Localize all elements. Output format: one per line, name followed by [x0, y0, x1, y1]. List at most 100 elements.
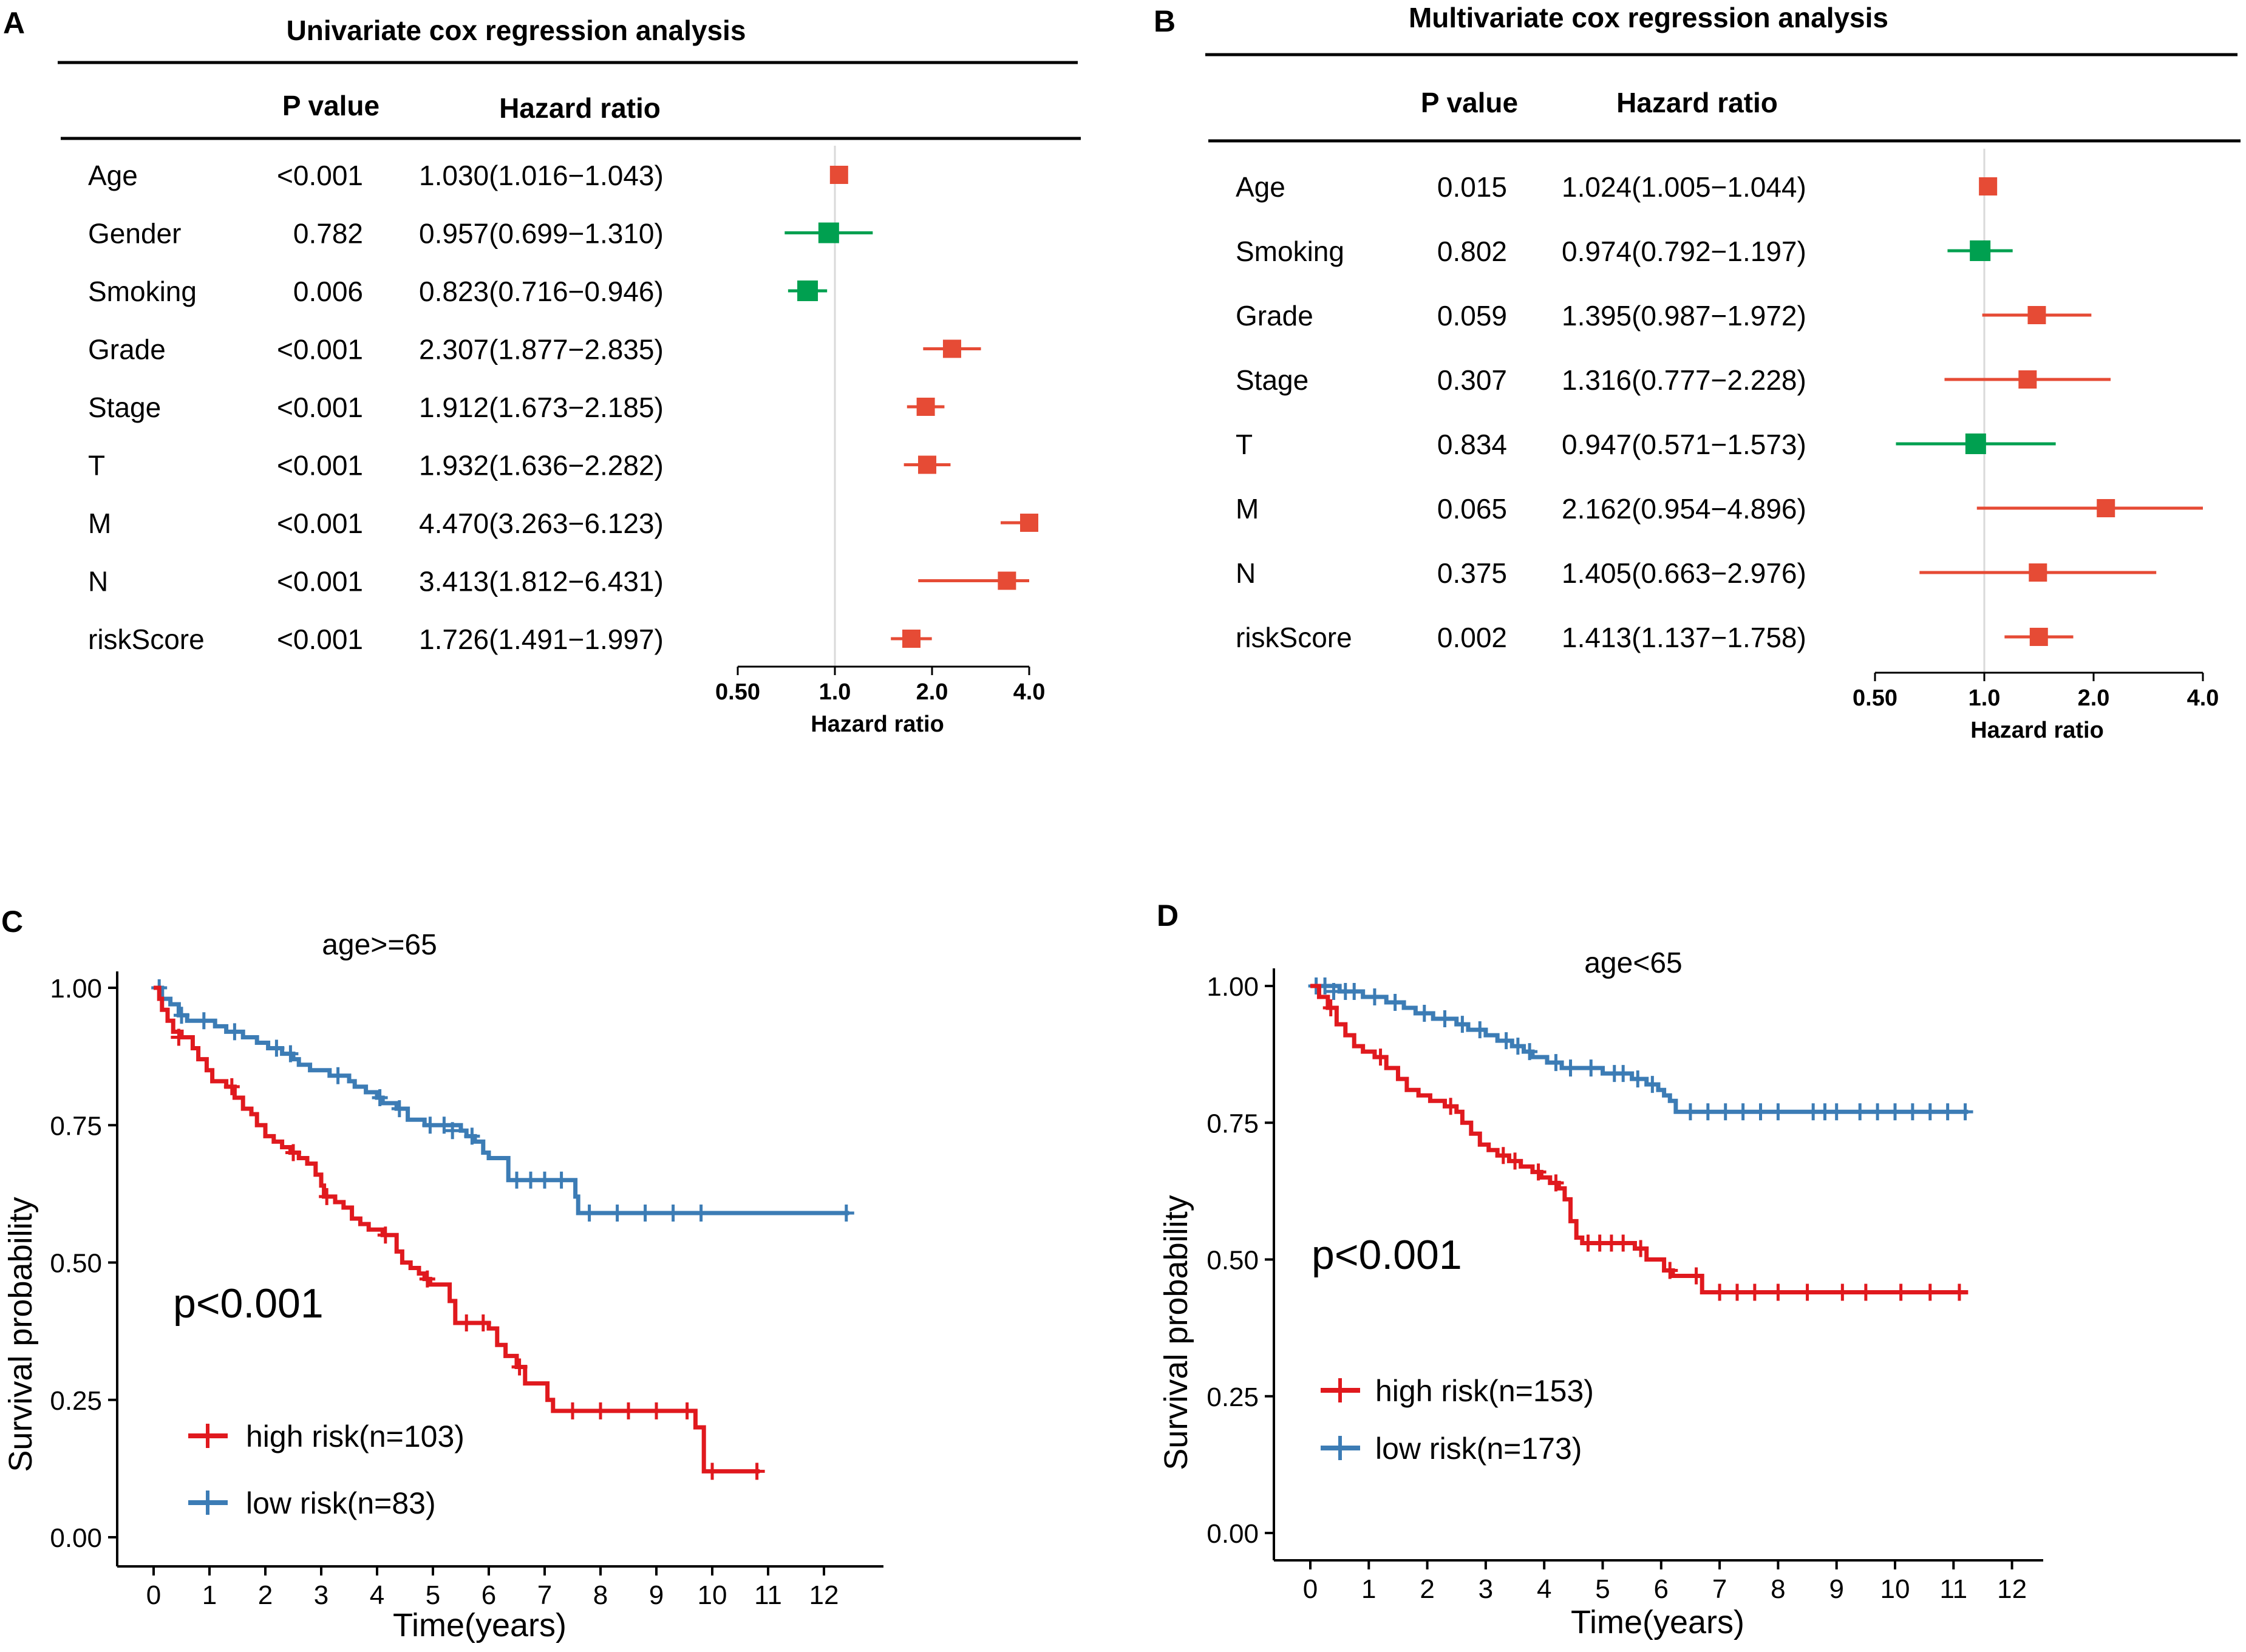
censor-mark-low-risk [1904, 1103, 1921, 1121]
x-axis-title-d: Time(years) [1571, 1604, 1744, 1640]
hr-marker-stage [916, 398, 935, 416]
row-hr-m: 2.162(0.954−4.896) [1562, 493, 1806, 525]
censor-mark-low-risk [1522, 1043, 1538, 1061]
censor-mark-low-risk [464, 1127, 480, 1145]
row-pvalue-age: <0.001 [277, 160, 363, 191]
x-tick-label: 8 [1771, 1574, 1785, 1604]
hr-marker-age [1979, 177, 1998, 195]
censor-mark-low-risk [1644, 1076, 1661, 1093]
censor-mark-low-risk [665, 1205, 681, 1222]
row-hr-grade: 2.307(1.877−2.835) [419, 334, 664, 365]
censor-mark-high-risk [1615, 1234, 1632, 1252]
panel-label-c: C [1, 905, 23, 939]
legend-label-high-d: high risk(n=153) [1375, 1374, 1594, 1408]
censor-mark-low-risk [637, 1205, 653, 1222]
censor-mark-low-risk [537, 1171, 553, 1189]
censor-mark-low-risk [1509, 1038, 1526, 1055]
row-label-gender: Gender [88, 218, 181, 250]
censor-mark-low-risk [609, 1205, 625, 1222]
row-hr-age: 1.030(1.016−1.043) [419, 160, 664, 191]
censor-mark-high-risk [1857, 1283, 1874, 1301]
censor-mark-high-risk [1548, 1174, 1564, 1192]
censor-mark-low-risk [1548, 1054, 1564, 1072]
censor-mark-high-risk [1633, 1240, 1649, 1257]
y-axis-title-d: Survival probability [1158, 1195, 1194, 1470]
censor-mark-low-risk [1437, 1010, 1453, 1028]
censor-mark-low-risk [282, 1045, 299, 1062]
x-tick-label: 2 [258, 1580, 273, 1610]
x-tick-label: 8 [593, 1580, 608, 1610]
censor-mark-low-risk [1752, 1103, 1769, 1121]
row-label-stage: Stage [88, 392, 161, 423]
legend-label-low-d: low risk(n=173) [1375, 1432, 1582, 1466]
row-pvalue-age: 0.015 [1437, 171, 1507, 203]
censor-mark-high-risk [1662, 1262, 1678, 1279]
forest-rows-b: Age 0.015 1.024(1.005−1.044) Smoking 0.802 0.… [1236, 171, 1806, 653]
row-label-n: N [1236, 557, 1256, 589]
censor-mark-low-risk [523, 1171, 539, 1189]
row-label-m: M [1236, 493, 1259, 525]
censor-mark-low-risk [1939, 1103, 1956, 1121]
censor-mark-high-risk [1729, 1283, 1745, 1301]
forest-title-b: Multivariate cox regression analysis [1409, 2, 1888, 33]
censor-mark-low-risk [268, 1039, 285, 1057]
row-hr-grade: 1.395(0.987−1.972) [1562, 300, 1806, 331]
y-tick-label: 0.25 [50, 1386, 102, 1416]
hr-marker-riskscore [2029, 628, 2048, 646]
censor-mark-high-risk [1893, 1283, 1909, 1301]
row-pvalue-n: <0.001 [277, 566, 363, 597]
x-tick-label: 0.50 [715, 679, 760, 705]
censor-mark-high-risk [1443, 1098, 1459, 1115]
row-pvalue-grade: <0.001 [277, 334, 363, 365]
x-tick-label: 2.0 [916, 679, 948, 705]
row-label-smoking: Smoking [1236, 236, 1344, 267]
row-hr-stage: 1.912(1.673−2.185) [419, 392, 664, 423]
hr-marker-t [918, 455, 937, 474]
x-tick-label: 11 [1939, 1574, 1967, 1604]
censor-mark-high-risk [1746, 1283, 1763, 1301]
y-tick-label: 0.00 [50, 1523, 102, 1553]
censor-mark-high-risk [1322, 999, 1339, 1017]
row-label-smoking: Smoking [88, 276, 197, 307]
row-label-n: N [88, 566, 108, 597]
censor-mark-high-risk [1799, 1283, 1816, 1301]
x-tick-label: 6 [1654, 1574, 1669, 1604]
censor-mark-high-risk [1507, 1152, 1523, 1170]
forest-plot-b: 0.50 1.0 2.0 4.0 Hazard ratio [1853, 149, 2219, 743]
y-tick-label: 0.25 [1206, 1382, 1259, 1412]
y-tick-label: 0.75 [50, 1111, 102, 1141]
censor-mark-low-risk [1870, 1103, 1886, 1121]
x-tick-label: 4.0 [2187, 685, 2219, 711]
censor-mark-low-risk [1498, 1032, 1514, 1050]
censor-mark-low-risk [1717, 1103, 1734, 1121]
censor-mark-high-risk [704, 1463, 720, 1480]
col-header-hr-b: Hazard ratio [1616, 87, 1778, 118]
censor-mark-low-risk [1615, 1065, 1632, 1083]
hr-marker-grade [942, 339, 961, 358]
y-tick-label: 1.00 [1206, 972, 1259, 1002]
x-tick-label: 7 [537, 1580, 552, 1610]
row-hr-riskscore: 1.413(1.137−1.758) [1562, 622, 1806, 653]
row-label-age: Age [88, 160, 138, 191]
panel-c: C age>=65 Survival probability Time(year… [1, 905, 883, 1644]
x-tick-label: 10 [698, 1580, 727, 1610]
km-plot-c: 0.000.250.500.751.000 1 2 3 4 5 6 7 8 9 10 11 12 [50, 971, 883, 1610]
hr-marker-grade [2027, 306, 2046, 324]
hr-marker-n [2029, 563, 2047, 582]
censor-mark-low-risk [1922, 1103, 1938, 1121]
censor-mark-high-risk [319, 1188, 335, 1205]
km-title-c: age>=65 [322, 929, 437, 961]
row-hr-age: 1.024(1.005−1.044) [1562, 171, 1806, 203]
row-label-t: T [88, 450, 105, 481]
hr-marker-m [1020, 514, 1038, 532]
x-tick-label: 5 [426, 1580, 440, 1610]
censor-mark-low-risk [174, 1007, 189, 1024]
x-tick-label: 4 [370, 1580, 384, 1610]
censor-mark-low-risk [422, 1117, 438, 1134]
row-label-riskscore: riskScore [88, 624, 205, 655]
x-tick-label: 5 [1595, 1574, 1610, 1604]
row-pvalue-stage: 0.307 [1437, 364, 1507, 396]
hr-marker-smoking [1970, 240, 1991, 261]
censor-mark-high-risk [458, 1314, 475, 1332]
censor-mark-high-risk [1688, 1267, 1704, 1285]
